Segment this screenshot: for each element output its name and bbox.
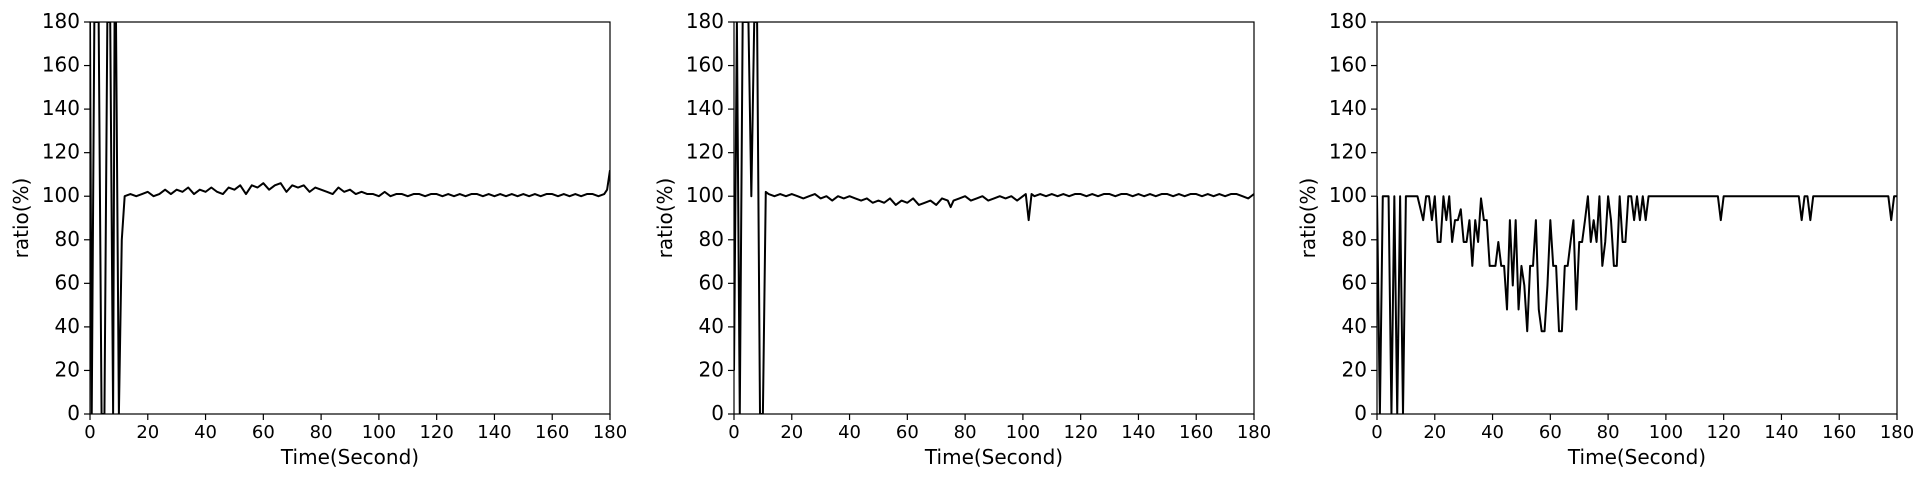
y-tick-label: 20: [699, 357, 724, 381]
x-tick-label: 0: [1371, 422, 1382, 443]
y-tick-label: 0: [711, 401, 724, 425]
x-tick-label: 60: [1539, 422, 1562, 443]
x-tick-label: 160: [1179, 422, 1213, 443]
x-tick-label: 180: [593, 422, 627, 443]
x-axis-label: Time(Second): [1567, 445, 1706, 469]
x-tick-label: 100: [362, 422, 396, 443]
y-tick-label: 80: [1342, 227, 1367, 251]
y-tick-label: 40: [1342, 314, 1367, 338]
chart-panel-3: 0 20 40 60 80 100 120 140 160 180 0 20 40 60 80 100 120 1…: [1296, 9, 1914, 469]
x-tick-label: 160: [1822, 422, 1856, 443]
chart-panel-2: 0 20 40 60 80 100 120 140 160 180 0 20 40 60 80 100 120 1…: [653, 9, 1271, 469]
x-tick-label: 120: [419, 422, 453, 443]
y-tick-label: 80: [699, 227, 724, 251]
x-tick-label: 160: [535, 422, 569, 443]
series-line-1: [90, 22, 610, 414]
series-line-1: [1377, 195, 1897, 414]
x-tick-label: 40: [1481, 422, 1504, 443]
y-tick-label: 20: [55, 357, 80, 381]
x-tick-label: 60: [896, 422, 919, 443]
x-axis-label: Time(Second): [280, 445, 419, 469]
y-tick-label: 180: [42, 9, 80, 33]
y-tick-label: 140: [686, 96, 724, 120]
y-axis-label: ratio(%): [653, 178, 677, 259]
x-tick-label: 80: [1597, 422, 1620, 443]
y-tick-label: 0: [67, 401, 80, 425]
x-tick-label: 140: [477, 422, 511, 443]
y-tick-label: 100: [42, 183, 80, 207]
chart-panel-1: 0 20 40 60 80 100 120 140 160 180 0 20 40 60 80 100 120 1…: [9, 9, 627, 469]
y-tick-label: 60: [55, 270, 80, 294]
x-tick-label: 80: [310, 422, 333, 443]
y-tick-label: 160: [42, 53, 80, 77]
x-tick-label: 120: [1706, 422, 1740, 443]
y-tick-label: 160: [686, 53, 724, 77]
x-tick-label: 100: [1006, 422, 1040, 443]
x-tick-label: 0: [84, 422, 95, 443]
x-tick-label: 180: [1237, 422, 1271, 443]
y-tick-label: 100: [1329, 183, 1367, 207]
plot-frame: [733, 21, 1255, 415]
x-tick-label: 100: [1649, 422, 1683, 443]
plot-frame: [89, 21, 611, 415]
x-tick-label: 60: [252, 422, 275, 443]
x-tick-label: 20: [1423, 422, 1446, 443]
y-tick-label: 180: [686, 9, 724, 33]
plot-frame: [1376, 21, 1898, 415]
y-tick-label: 60: [699, 270, 724, 294]
x-tick-label: 0: [728, 422, 739, 443]
y-tick-label: 100: [686, 183, 724, 207]
x-tick-label: 20: [780, 422, 803, 443]
y-tick-label: 80: [55, 227, 80, 251]
y-tick-label: 140: [1329, 96, 1367, 120]
x-tick-label: 140: [1121, 422, 1155, 443]
x-tick-label: 20: [136, 422, 159, 443]
x-tick-label: 140: [1764, 422, 1798, 443]
y-tick-label: 120: [1329, 140, 1367, 164]
x-axis-label: Time(Second): [924, 445, 1063, 469]
y-axis-label: ratio(%): [9, 178, 33, 259]
y-tick-label: 140: [42, 96, 80, 120]
y-tick-label: 40: [55, 314, 80, 338]
y-tick-label: 60: [1342, 270, 1367, 294]
x-tick-label: 80: [954, 422, 977, 443]
y-tick-label: 180: [1329, 9, 1367, 33]
y-tick-label: 120: [42, 140, 80, 164]
x-tick-label: 180: [1880, 422, 1914, 443]
y-tick-label: 20: [1342, 357, 1367, 381]
x-tick-label: 40: [838, 422, 861, 443]
y-tick-label: 0: [1354, 401, 1367, 425]
series-line-1: [734, 22, 1254, 414]
x-tick-label: 40: [194, 422, 217, 443]
y-tick-label: 160: [1329, 53, 1367, 77]
y-tick-label: 120: [686, 140, 724, 164]
y-tick-label: 40: [699, 314, 724, 338]
y-axis-label: ratio(%): [1296, 178, 1320, 259]
x-tick-label: 120: [1063, 422, 1097, 443]
